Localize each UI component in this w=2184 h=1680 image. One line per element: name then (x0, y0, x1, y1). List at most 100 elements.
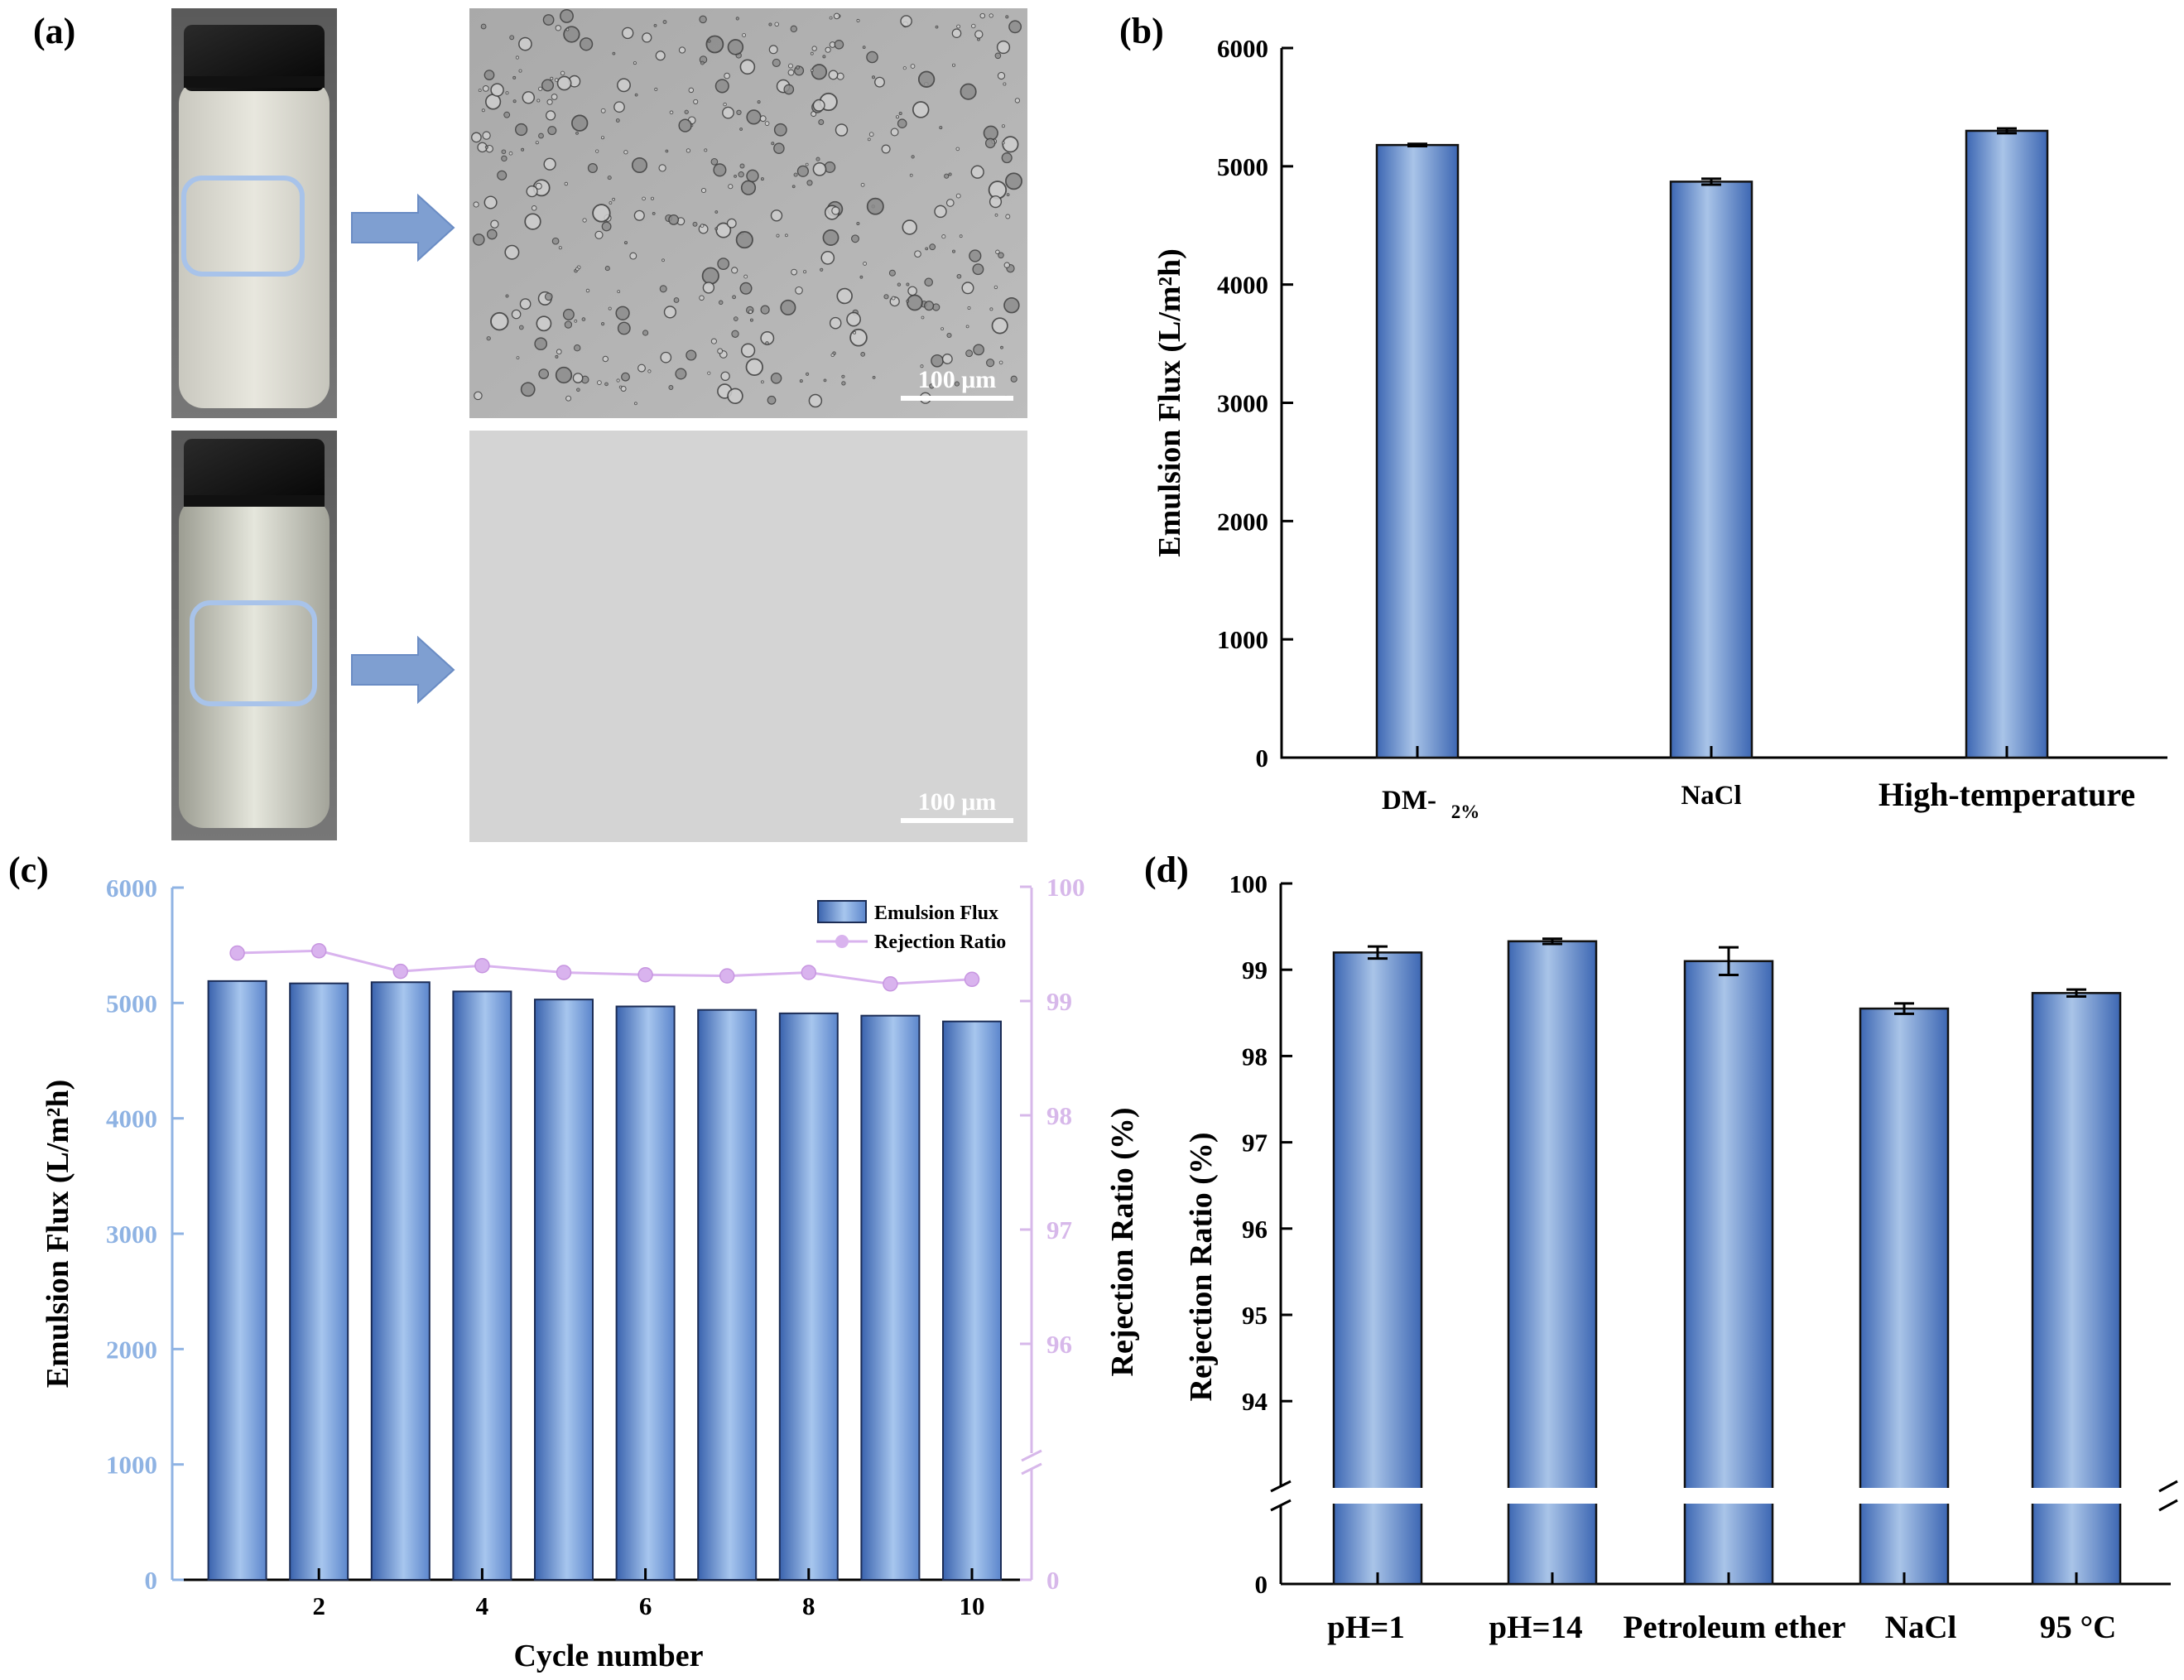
emulsion-droplet (538, 368, 550, 379)
emulsion-droplet (739, 59, 756, 75)
emulsion-droplet (803, 270, 807, 274)
emulsion-droplet (1005, 15, 1009, 19)
bar-break (1681, 1488, 1776, 1504)
emulsion-droplet (890, 128, 899, 137)
emulsion-droplet (810, 51, 814, 55)
emulsion-droplet (866, 197, 884, 215)
emulsion-droplet (960, 83, 977, 100)
legend-swatch-flux (817, 900, 867, 923)
emulsion-droplet (941, 354, 953, 364)
emulsion-droplet (717, 258, 730, 270)
emulsion-droplet (582, 218, 587, 223)
x-tick-label: Petroleum ether (1624, 1610, 1846, 1645)
emulsion-droplet (516, 356, 520, 359)
emulsion-droplet (634, 93, 638, 97)
emulsion-droplet (514, 123, 528, 137)
x-tick-label: High-temperature (1879, 776, 2135, 813)
emulsion-droplet (518, 69, 522, 73)
emulsion-droplet (835, 123, 849, 137)
emulsion-droplet (555, 354, 559, 359)
y-right-axis-label: Rejection Ratio (%) (1105, 1107, 1140, 1376)
emulsion-droplet (616, 378, 620, 383)
emulsion-droplet (621, 372, 630, 382)
y-tick-label: 4000 (1217, 271, 1268, 300)
y-right-tick-label: 96 (1046, 1330, 1072, 1359)
emulsion-droplet (663, 306, 677, 319)
emulsion-droplet (634, 402, 637, 406)
emulsion-droplet (701, 267, 719, 285)
emulsion-droplet (531, 205, 537, 211)
emulsion-droplet (863, 261, 868, 266)
emulsion-droplet (688, 87, 695, 94)
emulsion-droplet (526, 185, 538, 198)
emulsion-droplet (710, 338, 717, 344)
emulsion-droplet (546, 99, 553, 105)
emulsion-droplet (1006, 193, 1010, 196)
emulsion-droplet (742, 33, 747, 37)
emulsion-droplet (536, 315, 552, 332)
emulsion-droplet (956, 24, 961, 29)
bar-break (1330, 1488, 1425, 1504)
emulsion-droplet (655, 51, 666, 61)
emulsion-droplet (825, 46, 831, 53)
x-tick-label: 10 (960, 1591, 985, 1620)
bar (697, 1008, 758, 1581)
emulsion-droplet (823, 378, 827, 383)
emulsion-droplet (897, 118, 907, 129)
emulsion-droplet (608, 306, 612, 310)
emulsion-droplet (727, 39, 744, 55)
emulsion-droplet (774, 22, 779, 27)
emulsion-droplet (518, 36, 532, 51)
emulsion-droplet (1005, 214, 1011, 219)
emulsion-droplet (662, 20, 667, 25)
emulsion-droplet (954, 381, 960, 387)
emulsion-droplet (490, 311, 509, 331)
emulsion-droplet (669, 110, 674, 115)
emulsion-droplet (522, 91, 536, 104)
emulsion-droplet (929, 243, 936, 251)
emulsion-droplet (486, 336, 491, 341)
emulsion-droplet (1003, 262, 1010, 268)
emulsion-droplet (579, 37, 594, 51)
emulsion-droplet (714, 79, 729, 94)
panel-label-b: (b) (1119, 11, 1164, 51)
emulsion-droplet (521, 147, 525, 152)
emulsion-droplet (661, 258, 665, 262)
emulsion-droplet (604, 382, 609, 387)
emulsion-droplet (862, 46, 866, 49)
x-tick-label: 4 (476, 1591, 489, 1620)
emulsion-droplet (808, 393, 823, 408)
emulsion-droplet (738, 171, 744, 178)
emulsion-droplet (558, 246, 562, 250)
emulsion-droplet (830, 353, 835, 358)
emulsion-droplet (471, 132, 482, 143)
emulsion-droplet (615, 306, 630, 320)
emulsion-droplet (902, 66, 907, 70)
emulsion-droplet (594, 230, 604, 239)
emulsion-droplet (511, 309, 522, 320)
emulsion-droplet (783, 84, 795, 95)
emulsion-droplet (699, 15, 707, 24)
emulsion-droplet (607, 176, 612, 181)
emulsion-droplet (745, 358, 763, 376)
emulsion-droplet (653, 24, 657, 27)
bar-break (1505, 1488, 1600, 1504)
y-axis-label: Emulsion Flux (L/m²h) (1152, 248, 1187, 556)
emulsion-droplet (482, 131, 491, 140)
emulsion-droplet (604, 266, 610, 272)
emulsion-droplet (971, 23, 976, 29)
emulsion-droplet (480, 23, 487, 30)
bar (534, 999, 594, 1581)
bar (207, 980, 267, 1581)
emulsion-droplet (509, 35, 515, 41)
rejection-point (637, 967, 653, 983)
emulsion-droplet (846, 311, 861, 327)
x-tick-label: NaCl (1885, 1610, 1957, 1645)
emulsion-droplet (788, 63, 793, 69)
chart-c: 0 1000 2000 3000 4000 5000 6000 0 96 97 98 99 100 Emu… (41, 873, 1140, 1673)
emulsion-droplet (732, 295, 737, 300)
bar (1507, 940, 1598, 1586)
emulsion-droplet (851, 234, 859, 243)
emulsion-droplet (654, 87, 658, 91)
emulsion-droplet (996, 40, 1011, 55)
